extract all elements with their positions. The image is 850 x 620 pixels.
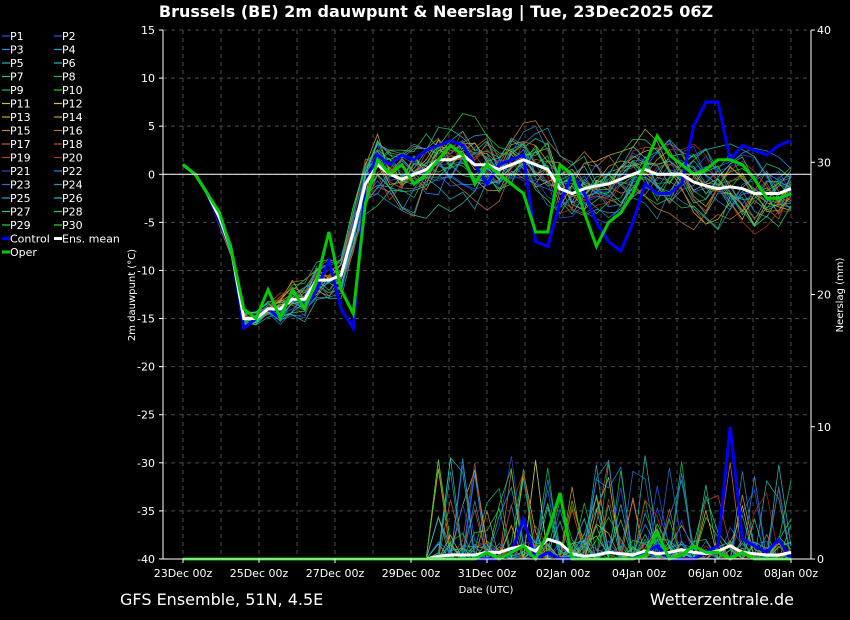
legend-label: P18	[62, 138, 83, 151]
legend-label: P13	[10, 111, 31, 124]
member-line-P5	[182, 137, 792, 314]
x-tick-label: 02Jan 00z	[536, 567, 590, 580]
legend-label: P17	[10, 138, 31, 151]
y-tick-label: -15	[137, 313, 155, 326]
legend-label: P20	[62, 152, 83, 165]
y2-tick-label: 20	[817, 289, 831, 302]
legend-label: P8	[62, 71, 76, 84]
footer-source: Wetterzentrale.de	[650, 590, 794, 609]
x-tick-label: 25Dec 00z	[230, 567, 289, 580]
chart-title: Brussels (BE) 2m dauwpunt & Neerslag | T…	[159, 2, 713, 22]
legend-label: P23	[10, 179, 31, 192]
legend-label: P12	[62, 98, 83, 111]
y2-tick-label: 10	[817, 421, 831, 434]
legend-label: Control	[10, 233, 50, 246]
legend-label: Oper	[10, 246, 37, 259]
legend-label: P27	[10, 206, 31, 219]
legend-label: P21	[10, 165, 31, 178]
legend-label: P5	[10, 57, 24, 70]
main-series	[182, 100, 793, 562]
y-tick-label: 15	[141, 24, 155, 37]
legend-label: P16	[62, 125, 83, 138]
y2-axis-label: Neerslag (mm)	[835, 257, 846, 332]
legend-label: P9	[10, 84, 24, 97]
member-line-P19	[182, 141, 792, 319]
member-line-P16	[182, 159, 792, 320]
y-tick-label: 10	[141, 72, 155, 85]
y-tick-label: -25	[137, 409, 155, 422]
legend-label: Ens. mean	[62, 233, 120, 246]
footer-model: GFS Ensemble, 51N, 4.5E	[120, 590, 323, 609]
oper-dewpoint-line	[182, 132, 792, 323]
legend-label: P6	[62, 57, 76, 70]
grid-lines	[163, 29, 811, 560]
y-tick-label: -35	[137, 505, 155, 518]
legend-label: P28	[62, 206, 83, 219]
legend-label: P29	[10, 219, 31, 232]
x-tick-label: 29Dec 00z	[382, 567, 441, 580]
y-tick-label: -40	[137, 553, 155, 566]
legend-label: P22	[62, 165, 83, 178]
x-tick-label: 31Dec 00z	[458, 567, 517, 580]
legend-label: P14	[62, 111, 83, 124]
x-tick-label: 27Dec 00z	[306, 567, 365, 580]
member-line-P15	[182, 120, 792, 321]
y-tick-label: 5	[148, 120, 155, 133]
member-line-P26	[182, 130, 792, 322]
legend-label: P26	[62, 192, 83, 205]
x-tick-label: 08Jan 00z	[764, 567, 818, 580]
y-tick-label: -10	[137, 264, 155, 277]
legend-label: P24	[62, 179, 83, 192]
legend-label: P15	[10, 125, 31, 138]
legend-label: P10	[62, 84, 83, 97]
legend-label: P7	[10, 71, 24, 84]
y2-tick-label: 40	[817, 24, 831, 37]
member-line-P30	[182, 141, 792, 322]
member-line-P13	[182, 132, 792, 321]
y2-tick-label: 0	[817, 553, 824, 566]
x-axis-label: Date (UTC)	[459, 585, 514, 596]
legend-label: P3	[10, 44, 24, 57]
x-tick-label: 04Jan 00z	[612, 567, 666, 580]
y-axis-label: 2m dauwpunt (°C)	[127, 249, 138, 341]
x-tick-label: 06Jan 00z	[688, 567, 742, 580]
legend-label: P1	[10, 30, 24, 43]
y-tick-label: -5	[144, 216, 155, 229]
y-tick-label: -30	[137, 457, 155, 470]
y2-tick-label: 30	[817, 156, 831, 169]
y-tick-label: 0	[148, 168, 155, 181]
legend-label: P2	[62, 30, 76, 43]
legend-label: P11	[10, 98, 31, 111]
member-line-P25	[182, 127, 792, 320]
axes: 15 10 5 0 -5 -10 -15 -20 -25 -30 -35 -40 40 30 20 10 0 23…	[137, 24, 831, 580]
legend-label: P25	[10, 192, 31, 205]
legend-label: P19	[10, 152, 31, 165]
legend-label: P4	[62, 44, 76, 57]
y-tick-label: -20	[137, 361, 155, 374]
x-tick-label: 23Dec 00z	[154, 567, 213, 580]
legend-label: P30	[62, 219, 83, 232]
